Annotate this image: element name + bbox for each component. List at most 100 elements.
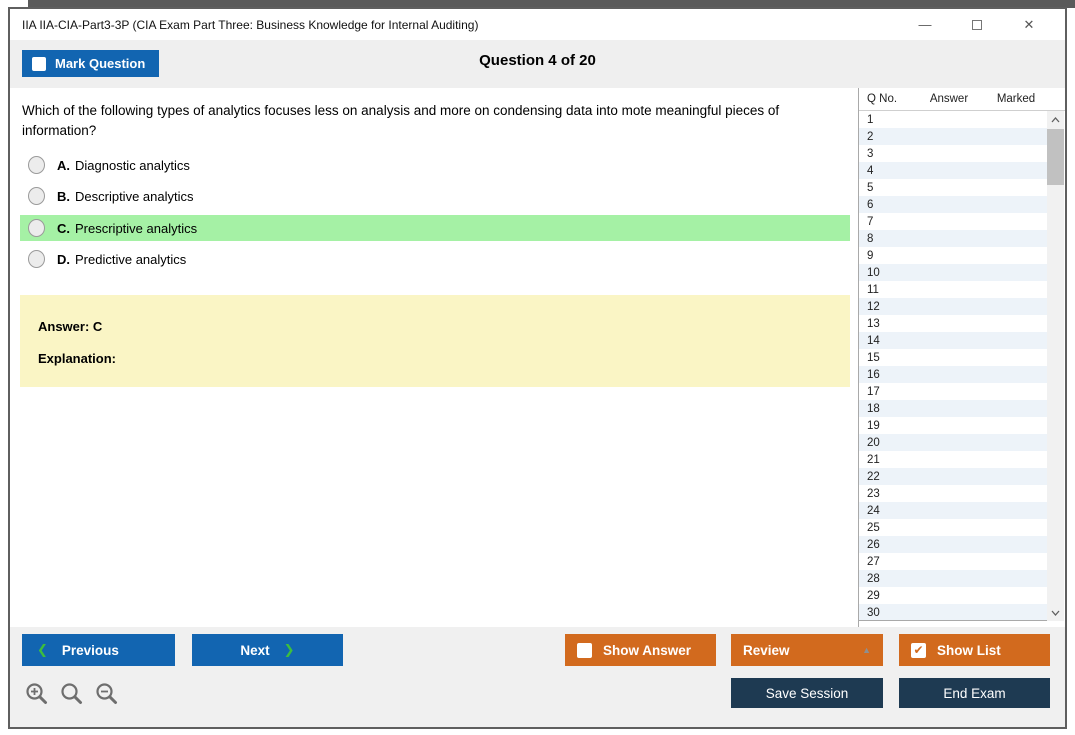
question-list-row[interactable]: 25 — [859, 519, 1048, 536]
column-marked: Marked — [996, 93, 1036, 105]
row-qno: 11 — [867, 283, 879, 296]
next-label: Next — [240, 642, 270, 658]
question-list-row[interactable]: 28 — [859, 570, 1048, 587]
question-list-row[interactable]: 13 — [859, 315, 1048, 332]
content-area: Which of the following types of analytic… — [10, 88, 1065, 627]
scrollbar-thumb[interactable] — [1047, 129, 1064, 185]
question-list-header: Q No. Answer Marked — [859, 88, 1065, 111]
row-qno: 22 — [867, 470, 880, 483]
question-list-row[interactable]: 27 — [859, 553, 1048, 570]
explanation-label: Explanation: — [38, 351, 117, 366]
question-list-row[interactable]: 23 — [859, 485, 1048, 502]
option-a-letter: A. — [57, 157, 70, 173]
row-qno: 3 — [867, 147, 874, 160]
window-title: IIA IIA-CIA-Part3-3P (CIA Exam Part Thre… — [22, 18, 479, 32]
question-list-body: 1 2 3 4 5 6 7 8 9 10 11 12 13 14 15 16 17 18 19 20 21 22 23 24 2… — [859, 111, 1048, 621]
radio-icon[interactable] — [28, 187, 45, 205]
option-d[interactable]: D. Predictive analytics — [20, 246, 850, 272]
row-qno: 7 — [867, 215, 874, 228]
radio-icon[interactable] — [28, 156, 45, 174]
question-list-row[interactable]: 7 — [859, 213, 1048, 230]
row-qno: 14 — [867, 334, 880, 347]
option-d-text: Predictive analytics — [75, 251, 187, 267]
question-list-row[interactable]: 12 — [859, 298, 1048, 315]
row-qno: 8 — [867, 232, 874, 245]
question-list-row[interactable]: 2 — [859, 128, 1048, 145]
scroll-up-icon[interactable] — [1047, 111, 1064, 128]
question-list-row[interactable]: 18 — [859, 400, 1048, 417]
show-list-button[interactable]: ✔ Show List — [899, 634, 1050, 666]
question-list-row[interactable]: 5 — [859, 179, 1048, 196]
question-list-row[interactable]: 4 — [859, 162, 1048, 179]
mark-question-checkbox[interactable] — [32, 56, 46, 71]
question-list-row[interactable]: 20 — [859, 434, 1048, 451]
end-exam-button[interactable]: End Exam — [899, 678, 1050, 708]
review-button[interactable]: Review ▲ — [731, 634, 883, 666]
maximize-button[interactable] — [951, 9, 1003, 40]
answer-box: Answer: C Explanation: — [20, 295, 850, 387]
answer-text: Answer: C — [38, 319, 103, 334]
row-qno: 25 — [867, 521, 880, 534]
maximize-icon — [972, 19, 982, 30]
background-window-edge — [28, 0, 1075, 8]
question-list-row[interactable]: 15 — [859, 349, 1048, 366]
question-list-row[interactable]: 11 — [859, 281, 1048, 298]
question-list-row[interactable]: 21 — [859, 451, 1048, 468]
chevron-left-icon: ❮ — [37, 642, 48, 657]
row-qno: 16 — [867, 368, 880, 381]
close-button[interactable]: ✕ — [1003, 9, 1055, 40]
scroll-down-icon[interactable] — [1047, 604, 1064, 621]
question-list-row[interactable]: 1 — [859, 111, 1048, 128]
question-text: Which of the following types of analytic… — [22, 103, 780, 138]
zoom-in-icon[interactable] — [24, 681, 50, 707]
row-qno: 28 — [867, 572, 880, 585]
show-answer-button[interactable]: Show Answer — [565, 634, 716, 666]
app-window: IIA IIA-CIA-Part3-3P (CIA Exam Part Thre… — [8, 7, 1067, 729]
question-list-row[interactable]: 29 — [859, 587, 1048, 604]
previous-button[interactable]: ❮ Previous — [22, 634, 175, 666]
question-list-row[interactable]: 30 — [859, 604, 1048, 620]
question-list-row[interactable]: 3 — [859, 145, 1048, 162]
title-bar: IIA IIA-CIA-Part3-3P (CIA Exam Part Thre… — [10, 9, 1065, 40]
header-band: Mark Question Question 4 of 20 — [10, 40, 1065, 88]
question-list-row[interactable]: 24 — [859, 502, 1048, 519]
row-qno: 27 — [867, 555, 880, 568]
zoom-out-icon[interactable] — [94, 681, 120, 707]
option-c[interactable]: C. Prescriptive analytics — [20, 215, 850, 241]
question-list-row[interactable]: 14 — [859, 332, 1048, 349]
row-qno: 12 — [867, 300, 880, 313]
question-list-row[interactable]: 10 — [859, 264, 1048, 281]
option-b[interactable]: B. Descriptive analytics — [20, 183, 850, 209]
zoom-controls — [24, 681, 120, 707]
minimize-button[interactable]: — — [899, 9, 951, 40]
option-c-label: C. Prescriptive analytics — [57, 221, 197, 236]
next-button[interactable]: Next ❯ — [192, 634, 343, 666]
question-list-row[interactable]: 17 — [859, 383, 1048, 400]
question-list-row[interactable]: 9 — [859, 247, 1048, 264]
column-answer: Answer — [929, 93, 969, 105]
show-list-checkbox[interactable]: ✔ — [911, 642, 926, 658]
question-list-scrollbar[interactable] — [1047, 111, 1064, 621]
triangle-up-icon: ▲ — [862, 645, 871, 655]
save-session-button[interactable]: Save Session — [731, 678, 883, 708]
row-qno: 18 — [867, 402, 880, 415]
option-a[interactable]: A. Diagnostic analytics — [20, 152, 850, 178]
question-list-row[interactable]: 19 — [859, 417, 1048, 434]
option-a-label: A. Diagnostic analytics — [57, 158, 190, 173]
option-c-letter: C. — [57, 220, 70, 236]
option-d-label: D. Predictive analytics — [57, 252, 186, 267]
radio-icon[interactable] — [28, 250, 45, 268]
zoom-reset-icon[interactable] — [59, 681, 85, 707]
question-list-row[interactable]: 8 — [859, 230, 1048, 247]
question-list-row[interactable]: 26 — [859, 536, 1048, 553]
radio-icon[interactable] — [28, 219, 45, 237]
question-panel: Which of the following types of analytic… — [10, 88, 858, 627]
chevron-right-icon: ❯ — [283, 642, 295, 657]
question-list-row[interactable]: 22 — [859, 468, 1048, 485]
footer-bar: ❮ Previous Next ❯ Show Answer Review ▲ ✔… — [10, 627, 1065, 727]
mark-question-button[interactable]: Mark Question — [22, 50, 160, 77]
question-list-row[interactable]: 6 — [859, 196, 1048, 213]
question-list-row[interactable]: 16 — [859, 366, 1048, 383]
minimize-icon: — — [918, 17, 932, 32]
show-answer-checkbox[interactable] — [577, 642, 592, 658]
